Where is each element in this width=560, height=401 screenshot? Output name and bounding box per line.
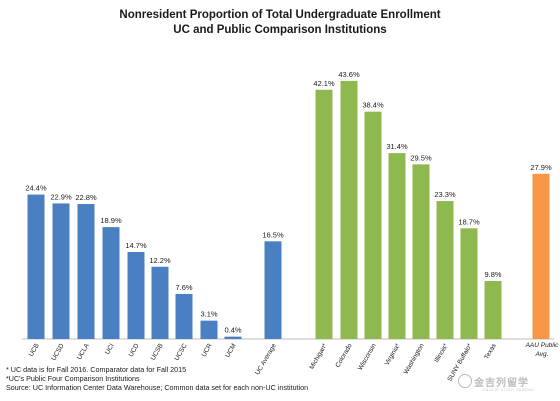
bar-illinois (436, 201, 454, 339)
data-label-ucm: 0.4% (224, 326, 241, 335)
bar-suny-buffalo (460, 228, 478, 339)
bar-ucr (200, 320, 218, 339)
data-label-michigan: 42.1% (313, 79, 335, 88)
data-label-ucd: 14.7% (125, 241, 147, 250)
data-label-aau-public-avg: 27.9% (530, 163, 552, 172)
data-label-virginia: 31.4% (386, 142, 408, 151)
category-label-virginia: Virginia* (384, 342, 402, 367)
chart-subtitle: UC and Public Comparison Institutions (173, 24, 387, 36)
bar-washington (412, 164, 430, 339)
category-label-ucsd: UCSD (50, 342, 65, 362)
data-label-ucsc: 7.6% (175, 283, 192, 292)
footnote-comparison-institutions: *UC's Public Four Comparison Institution… (6, 374, 140, 383)
bar-ucm (224, 336, 242, 339)
category-label-wisconsin: Wisconsin (357, 342, 378, 371)
bar-michigan (315, 89, 333, 339)
bar-texas (484, 280, 502, 339)
data-label-colorado: 43.6% (338, 70, 360, 79)
category-label-washington: Washington (403, 342, 426, 375)
watermark-text: 金吉列留学 (474, 378, 529, 389)
chart-title: Nonresident Proportion of Total Undergra… (119, 9, 441, 21)
bar-ucsc (175, 294, 193, 339)
bar-ucla (77, 204, 95, 339)
data-label-ucsd: 22.9% (50, 192, 72, 201)
bar-aau-public-avg (532, 173, 550, 339)
category-label-illinois: Illinois* (433, 342, 450, 364)
category-label-uci: UCI (104, 342, 116, 355)
data-label-uc-average: 16.5% (262, 230, 284, 239)
data-label-ucsb: 12.2% (149, 256, 171, 265)
category-label-uc-average: UC Average (254, 342, 278, 376)
watermark-subtext: JINJILIE STUDY ABROAD (482, 388, 535, 392)
category-label-texas: Texas (483, 342, 498, 361)
category-label-ucsc: UCSC (173, 342, 188, 362)
bar-ucsb (151, 266, 169, 339)
data-label-illinois: 23.3% (434, 190, 456, 199)
bar-ucb (27, 194, 45, 339)
footnote-source: Source: UC Information Center Data Wareh… (6, 383, 309, 392)
data-label-texas: 9.8% (484, 270, 501, 279)
data-label-ucla: 22.8% (75, 193, 97, 202)
bar-ucsd (52, 203, 70, 339)
category-label-michigan: Michigan* (308, 342, 329, 371)
category-label-ucsb: UCSB (150, 343, 165, 362)
watermark-logo-icon (458, 374, 472, 388)
bar-uci (102, 227, 120, 339)
data-label-ucb: 24.4% (25, 184, 47, 193)
bar-uc-average (264, 241, 282, 339)
category-label-colorado: Colorado (334, 342, 353, 369)
bar-wisconsin (364, 111, 382, 339)
category-label-ucd: UCD (128, 342, 141, 358)
bar-virginia (388, 153, 406, 339)
bar-colorado (340, 80, 358, 339)
category-label-ucb: UCB (28, 343, 41, 358)
data-label-uci: 18.9% (100, 216, 122, 225)
category-label-aau-public-avg-line2: Avg. (535, 351, 549, 358)
data-label-ucr: 3.1% (200, 310, 217, 319)
category-label-ucla: UCLA (76, 342, 91, 361)
category-label-ucm: UCM (224, 343, 237, 359)
category-label-ucr: UCR (201, 342, 214, 358)
data-label-wisconsin: 38.4% (362, 101, 384, 110)
data-label-suny-buffalo: 18.7% (458, 217, 480, 226)
bar-ucd (127, 251, 145, 339)
category-label-aau-public-avg: AAU Public (525, 342, 560, 349)
data-label-washington: 29.5% (410, 153, 432, 162)
footnote-uc-data-year: * UC data is for Fall 2016. Comparator d… (6, 365, 187, 374)
